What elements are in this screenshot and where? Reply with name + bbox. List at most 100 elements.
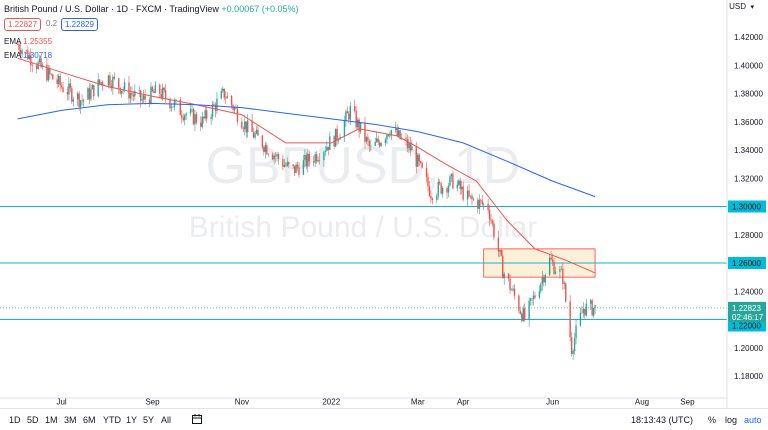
candle-body[interactable]	[19, 49, 22, 55]
timeframe-3m[interactable]: 3M	[64, 415, 77, 425]
candle-body[interactable]	[91, 85, 94, 90]
candle-body[interactable]	[386, 134, 388, 140]
candle-body[interactable]	[531, 298, 533, 300]
candle-body[interactable]	[251, 120, 253, 132]
candle-body[interactable]	[242, 128, 245, 130]
candle-body[interactable]	[427, 176, 429, 187]
candle-body[interactable]	[163, 87, 165, 91]
candle-body[interactable]	[112, 76, 114, 89]
candle-body[interactable]	[543, 277, 545, 283]
candle-body[interactable]	[436, 195, 438, 201]
candle-body[interactable]	[582, 308, 585, 313]
candle-body[interactable]	[87, 88, 89, 100]
timeframe-6m[interactable]: 6M	[83, 415, 96, 425]
candle-body[interactable]	[47, 68, 50, 81]
candle-body[interactable]	[384, 139, 387, 143]
candle-body[interactable]	[62, 87, 64, 92]
candle-body[interactable]	[110, 85, 113, 89]
ema-slow-line[interactable]	[17, 102, 596, 198]
candle-body[interactable]	[560, 268, 563, 270]
candle-body[interactable]	[282, 159, 284, 167]
candle-body[interactable]	[348, 113, 350, 120]
candle-body[interactable]	[579, 312, 582, 326]
candle-body[interactable]	[399, 130, 401, 139]
candle-body[interactable]	[49, 68, 51, 75]
candle-body[interactable]	[480, 199, 482, 201]
candle-body[interactable]	[390, 130, 393, 136]
candle-body[interactable]	[164, 90, 167, 99]
candle-body[interactable]	[380, 142, 382, 147]
candle-body[interactable]	[573, 338, 576, 351]
candle-body[interactable]	[440, 183, 442, 194]
candle-body[interactable]	[449, 176, 451, 186]
candle-body[interactable]	[406, 139, 409, 149]
candle-body[interactable]	[581, 312, 583, 314]
candle-body[interactable]	[79, 100, 82, 107]
candle-body[interactable]	[267, 154, 269, 155]
candle-body[interactable]	[589, 300, 592, 304]
candle-body[interactable]	[482, 203, 485, 205]
candle-body[interactable]	[509, 278, 511, 291]
candle-body[interactable]	[481, 200, 483, 205]
timeframe-all[interactable]: All	[161, 415, 172, 425]
candle-body[interactable]	[490, 219, 492, 221]
candle-body[interactable]	[182, 117, 184, 120]
candle-body[interactable]	[285, 164, 287, 166]
candle-body[interactable]	[327, 146, 330, 151]
candle-body[interactable]	[68, 83, 70, 95]
candle-body[interactable]	[56, 79, 58, 84]
candle-body[interactable]	[592, 308, 595, 316]
candle-body[interactable]	[52, 74, 54, 80]
candle-body[interactable]	[513, 288, 516, 296]
candle-body[interactable]	[354, 106, 356, 111]
ema-legend-slow[interactable]: EMA 1.30718	[4, 51, 52, 60]
candle-body[interactable]	[469, 195, 472, 197]
candle-body[interactable]	[418, 154, 420, 162]
candle-body[interactable]	[421, 162, 423, 168]
candle-body[interactable]	[232, 105, 234, 110]
candle-body[interactable]	[553, 261, 555, 274]
ema-fast-line[interactable]	[17, 57, 596, 274]
candle-body[interactable]	[189, 109, 192, 114]
candle-body[interactable]	[263, 147, 265, 152]
chart-canvas[interactable]: GBPUSD, 1D British Pound / U.S. Dollar 1…	[0, 0, 768, 408]
candle-body[interactable]	[425, 167, 428, 177]
candle-body[interactable]	[72, 99, 74, 102]
candle-body[interactable]	[233, 107, 236, 110]
candle-body[interactable]	[417, 154, 419, 167]
currency-selector[interactable]: USD	[729, 2, 746, 11]
candle-body[interactable]	[38, 58, 41, 63]
ask-price[interactable]: 1.22829	[61, 18, 98, 31]
candle-body[interactable]	[150, 86, 152, 104]
ema-legend-fast[interactable]: EMA 1.25355	[4, 37, 52, 46]
candle-body[interactable]	[245, 121, 247, 133]
timeframe-1m[interactable]: 1M	[45, 415, 58, 425]
candle-body[interactable]	[98, 79, 101, 84]
candle-body[interactable]	[519, 310, 522, 314]
candle-body[interactable]	[161, 87, 164, 98]
candle-body[interactable]	[364, 122, 366, 142]
candle-body[interactable]	[293, 165, 296, 173]
candle-body[interactable]	[491, 220, 494, 224]
candle-body[interactable]	[437, 181, 439, 196]
candle-body[interactable]	[28, 55, 31, 60]
candle-body[interactable]	[461, 186, 463, 190]
candle-body[interactable]	[318, 160, 321, 161]
candle-body[interactable]	[298, 167, 300, 175]
candle-body[interactable]	[185, 113, 187, 116]
candle-body[interactable]	[551, 259, 554, 262]
candle-body[interactable]	[274, 155, 277, 157]
candle-body[interactable]	[203, 116, 205, 119]
candle-body[interactable]	[134, 90, 136, 97]
candle-body[interactable]	[255, 129, 258, 134]
candle-body[interactable]	[57, 76, 60, 84]
candle-body[interactable]	[192, 108, 195, 125]
candle-body[interactable]	[210, 116, 212, 119]
date-range-icon[interactable]	[191, 413, 203, 425]
candle-body[interactable]	[446, 188, 448, 193]
candle-body[interactable]	[349, 106, 352, 120]
candle-body[interactable]	[570, 337, 573, 354]
candle-body[interactable]	[307, 153, 309, 167]
candle-body[interactable]	[27, 50, 29, 60]
candle-body[interactable]	[368, 140, 371, 147]
